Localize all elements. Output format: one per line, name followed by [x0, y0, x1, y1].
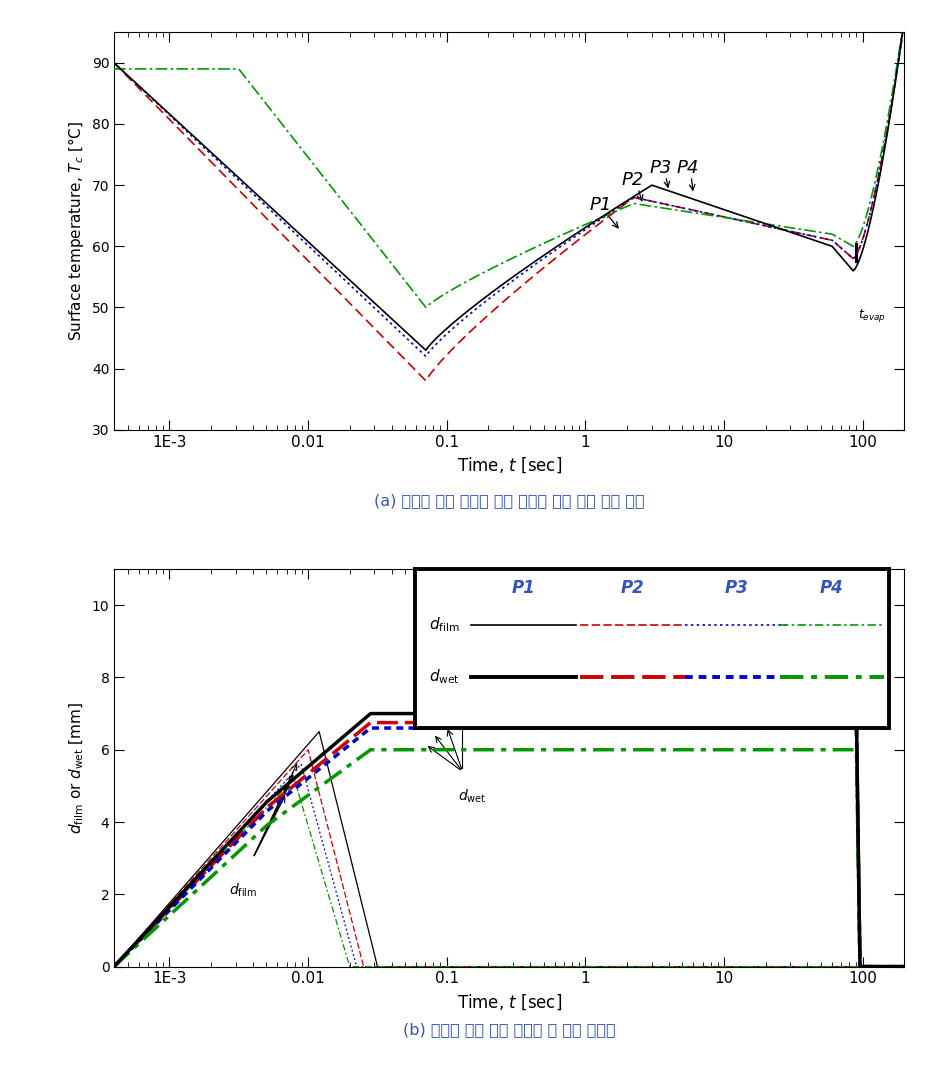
X-axis label: Time, $t$ [sec]: Time, $t$ [sec]	[457, 455, 562, 475]
Text: (b) 시간에 따른 액막 직경비 및 젤음 직경비: (b) 시간에 따른 액막 직경비 및 젤음 직경비	[403, 1022, 616, 1037]
Y-axis label: Surface temperature, $T_c$ [°C]: Surface temperature, $T_c$ [°C]	[67, 121, 87, 342]
Text: $t_{evap}$: $t_{evap}$	[859, 307, 886, 324]
Text: (a) 시간에 따른 액적의 충돌 지점의 기판 표면 온도 변화: (a) 시간에 따른 액적의 충돌 지점의 기판 표면 온도 변화	[374, 493, 645, 508]
Text: P4: P4	[677, 159, 699, 177]
Text: $d_{\mathrm{film}}$: $d_{\mathrm{film}}$	[229, 882, 258, 899]
Text: P2: P2	[622, 171, 644, 189]
Text: P3: P3	[649, 159, 672, 177]
Text: $d_{\mathrm{wet}}$: $d_{\mathrm{wet}}$	[458, 788, 486, 806]
Text: P1: P1	[590, 195, 612, 214]
X-axis label: Time, $t$ [sec]: Time, $t$ [sec]	[457, 992, 562, 1012]
Y-axis label: $d_{\mathrm{film}}$ or $d_{\mathrm{wet}}$ [mm]: $d_{\mathrm{film}}$ or $d_{\mathrm{wet}}…	[68, 701, 87, 834]
